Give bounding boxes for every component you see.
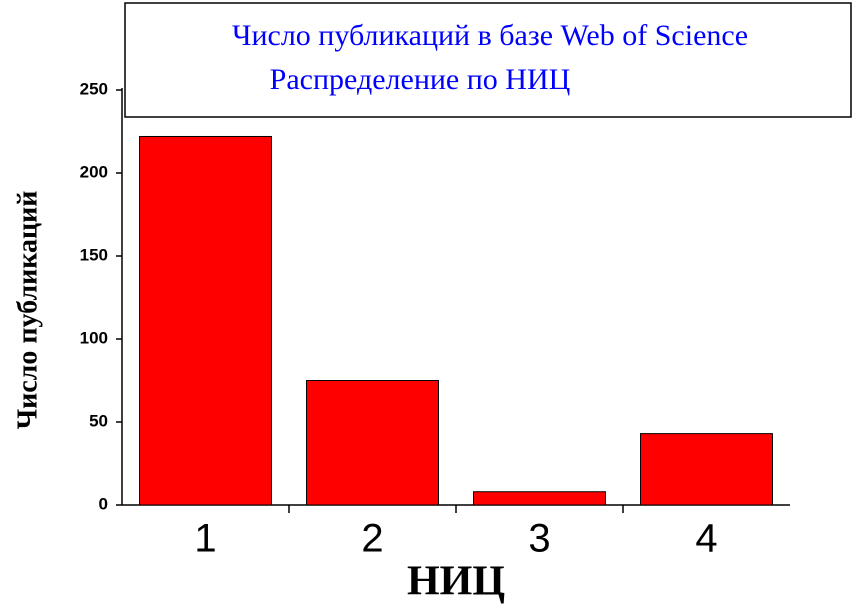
title-box [124, 2, 852, 118]
x-axis-label: НИЦ [407, 559, 505, 605]
y-tick-label: 250 [80, 79, 108, 98]
y-tick-label: 100 [80, 328, 108, 347]
x-tick-label: 2 [361, 517, 383, 561]
chart-subtitle: Распределение по НИЦ [270, 63, 571, 96]
bar [640, 433, 773, 506]
bar [306, 380, 439, 506]
chart-title: Число публикаций в базе Web of Science [232, 19, 748, 52]
bar [139, 135, 272, 506]
y-tick-label: 150 [80, 245, 108, 264]
y-axis-label: Число публикаций [12, 191, 43, 430]
x-tick-label: 3 [528, 517, 550, 561]
bar [473, 491, 606, 506]
x-tick-label: 4 [695, 517, 717, 561]
y-tick-label: 50 [89, 411, 108, 430]
y-tick-label: 200 [80, 162, 108, 181]
y-tick-label: 0 [99, 494, 108, 513]
x-tick-label: 1 [194, 517, 216, 561]
